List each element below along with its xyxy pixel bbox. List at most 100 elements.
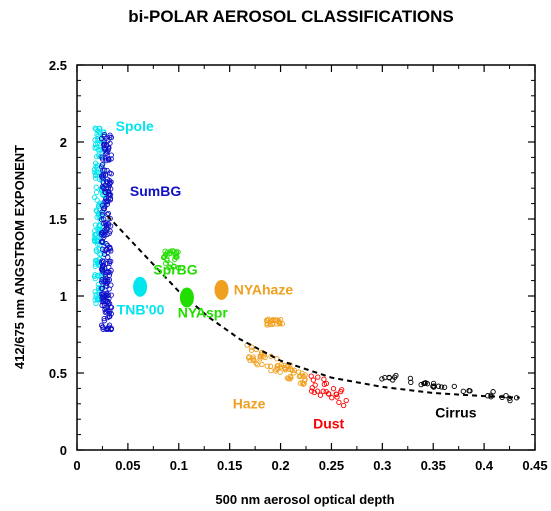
fit-curve-group — [106, 215, 520, 399]
data-point — [101, 142, 107, 148]
data-point — [300, 381, 307, 387]
data-point — [101, 318, 107, 324]
marker-nyaspr — [179, 287, 194, 308]
annotation-label: SumBG — [130, 183, 181, 199]
data-point — [173, 251, 179, 257]
data-point — [101, 232, 107, 239]
annotation-label: Cirrus — [435, 405, 476, 421]
data-point — [106, 195, 112, 201]
data-point — [95, 241, 101, 247]
data-point — [99, 285, 105, 291]
data-point — [330, 386, 337, 392]
chart-title: bi-POLAR AEROSOL CLASSIFICATIONS — [128, 7, 454, 26]
data-point — [282, 365, 288, 372]
data-point — [92, 222, 99, 228]
data-point — [102, 277, 108, 283]
data-point — [441, 384, 448, 390]
data-point — [96, 148, 102, 154]
annotation-label: SprBG — [153, 261, 197, 277]
data-point — [106, 145, 112, 151]
data-point — [99, 265, 106, 271]
data-point — [105, 210, 112, 217]
annotation-label: NYAhaze — [234, 281, 294, 297]
data-point — [107, 215, 113, 222]
plot-area: 0 0.05 0.1 0.15 0.2 0.25 0.3 0.35 0.4 0.45 0 0.5 1 1… — [49, 58, 548, 473]
data-point — [95, 127, 101, 134]
data-point — [91, 194, 98, 201]
data-point — [103, 304, 109, 311]
series-sumbg — [98, 131, 115, 333]
data-point — [94, 257, 100, 264]
data-point — [259, 361, 265, 368]
x-tick-label: 0.35 — [421, 458, 446, 473]
data-point — [99, 174, 106, 181]
data-point — [99, 211, 106, 218]
data-point — [167, 264, 173, 270]
data-point — [95, 227, 101, 233]
series-sprbg — [160, 248, 182, 271]
data-point — [421, 380, 428, 386]
annotation-label: TNB'00 — [117, 301, 165, 317]
data-point — [167, 248, 174, 254]
data-point — [248, 344, 255, 350]
data-point — [92, 275, 98, 282]
series-haze — [244, 316, 308, 387]
data-point — [92, 169, 98, 176]
data-point — [99, 156, 106, 162]
data-point — [100, 262, 107, 268]
y-tick-label: 1 — [60, 289, 67, 304]
data-point — [302, 372, 308, 378]
annotation-label: Haze — [233, 395, 266, 411]
data-point — [170, 264, 177, 270]
data-point — [96, 246, 102, 252]
data-point — [312, 382, 318, 388]
fit-curve — [106, 215, 520, 399]
data-point — [101, 315, 107, 322]
data-point — [284, 375, 291, 381]
data-point — [105, 249, 111, 256]
annotations: Spole SumBG SprBG TNB'00 NYAspr NYAhaze Haze Du… — [116, 118, 477, 431]
data-point — [503, 392, 509, 399]
data-point — [164, 257, 170, 264]
data-point — [104, 290, 110, 296]
data-point — [99, 164, 105, 170]
annotation-label: NYAspr — [178, 305, 229, 321]
x-tick-label: 0.2 — [272, 458, 290, 473]
data-point — [407, 375, 414, 382]
data-point — [104, 283, 110, 289]
data-point — [264, 363, 270, 369]
data-point — [164, 256, 170, 262]
series-cirrus — [379, 372, 520, 404]
data-point — [311, 389, 317, 396]
data-point — [310, 377, 317, 383]
data-point — [107, 313, 113, 320]
y-tick-label: 1.5 — [49, 212, 67, 227]
data-point — [103, 270, 109, 276]
data-point — [99, 161, 106, 168]
y-tick-label: 2 — [60, 135, 67, 150]
data-point — [164, 249, 171, 255]
data-point — [107, 170, 113, 176]
data-point — [108, 258, 114, 265]
x-tick-label: 0.05 — [115, 458, 140, 473]
data-point — [451, 383, 457, 390]
x-tick-label: 0.25 — [319, 458, 344, 473]
data-point — [105, 185, 111, 192]
x-tick-label: 0.3 — [373, 458, 391, 473]
data-point — [101, 258, 107, 265]
y-tick-label: 0 — [60, 443, 67, 458]
data-point — [94, 208, 100, 214]
data-point — [315, 374, 321, 380]
data-point — [105, 147, 111, 153]
annotation-label: Dust — [313, 415, 344, 431]
data-point — [257, 356, 263, 362]
data-point — [172, 253, 178, 260]
data-point — [92, 263, 98, 270]
series-dust — [308, 373, 349, 409]
data-point — [106, 177, 113, 184]
data-point — [321, 376, 327, 382]
data-point — [93, 172, 99, 179]
data-point — [287, 376, 293, 382]
data-point — [323, 380, 330, 387]
data-point — [281, 362, 287, 368]
